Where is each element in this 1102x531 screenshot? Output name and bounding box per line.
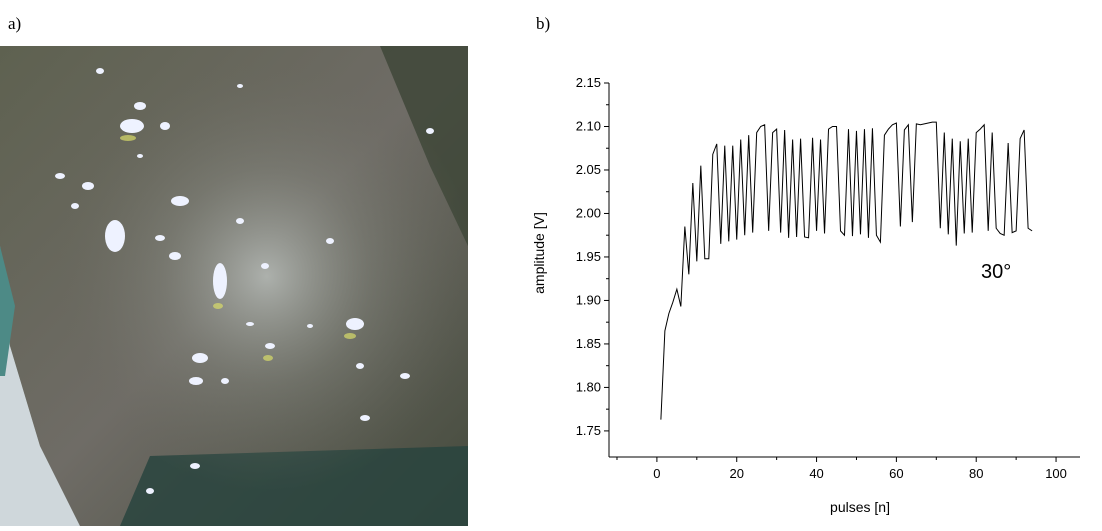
y-tick-label: 1.90 — [576, 292, 601, 307]
series-line — [660, 121, 1033, 420]
y-tick-label: 1.75 — [576, 423, 601, 438]
y-tick-label: 2.15 — [576, 75, 601, 90]
x-tick-label: 60 — [889, 466, 903, 481]
x-tick-label: 80 — [969, 466, 983, 481]
panel-b-label: b) — [536, 14, 551, 33]
x-axis-label: pulses [n] — [830, 499, 890, 515]
y-tick-label: 1.85 — [576, 336, 601, 351]
y-tick-label: 2.05 — [576, 162, 601, 177]
x-tick-label: 40 — [809, 466, 823, 481]
panel-a-label: a) — [8, 14, 22, 33]
y-tick-label: 1.95 — [576, 249, 601, 264]
x-tick-label: 0 — [653, 466, 660, 481]
y-axis-label: amplitude [V] — [531, 212, 547, 294]
chart-ticks: 1.75 1.80 1.85 1.90 1.95 2.00 2.05 2.10 2.15 0 20 4… — [576, 75, 1067, 481]
skin-photograph — [0, 46, 468, 526]
y-tick-label: 2.00 — [576, 205, 601, 220]
y-tick-label: 1.80 — [576, 379, 601, 394]
angle-annotation: 30° — [981, 261, 1011, 283]
chart-axes — [608, 83, 1080, 458]
x-tick-label: 100 — [1045, 466, 1067, 481]
amplitude-chart: 1.75 1.80 1.85 1.90 1.95 2.00 2.05 2.10 2.15 0 20 4… — [520, 60, 1102, 526]
x-tick-label: 20 — [729, 466, 743, 481]
y-tick-label: 2.10 — [576, 118, 601, 133]
